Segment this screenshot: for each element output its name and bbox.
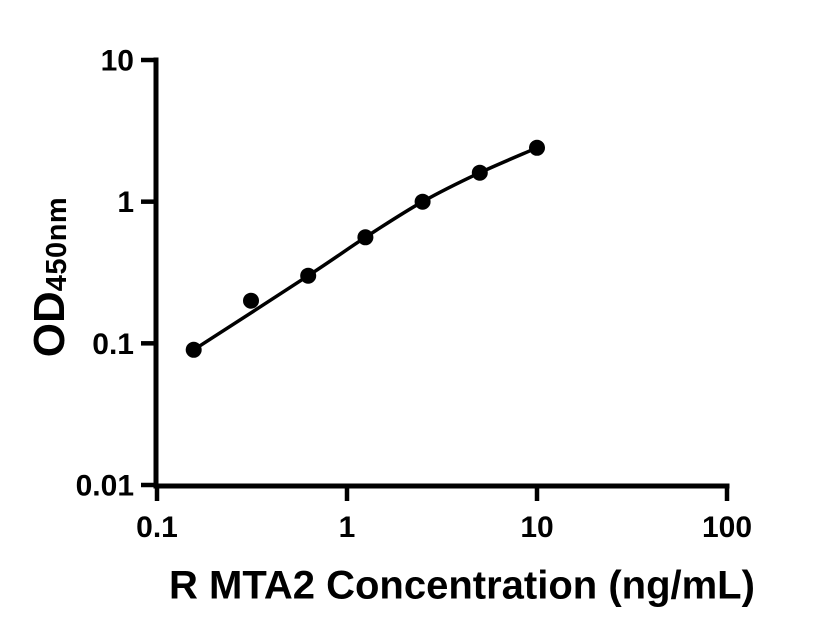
y-tick-label: 10	[101, 45, 134, 78]
y-tick-label: 0.01	[76, 470, 134, 503]
data-point	[357, 229, 374, 246]
data-point	[414, 193, 431, 210]
y-axis-title: OD450nm	[25, 197, 75, 357]
x-tick-label: 1	[339, 511, 356, 544]
y-tick-label: 1	[117, 186, 134, 219]
data-point	[300, 267, 317, 284]
x-tick-label: 10	[520, 511, 553, 544]
y-tick-label: 0.1	[92, 328, 134, 361]
x-tick-label: 0.1	[136, 511, 178, 544]
data-point	[529, 139, 545, 156]
data-point	[243, 292, 259, 309]
y-axis-title-subscript: 450nm	[41, 196, 73, 292]
x-axis-title: R MTA2 Concentration (ng/mL)	[169, 563, 755, 608]
x-tick-label: 100	[702, 511, 752, 544]
data-point	[471, 164, 488, 181]
data-point	[185, 341, 202, 358]
y-axis-title-main: OD	[25, 291, 74, 358]
